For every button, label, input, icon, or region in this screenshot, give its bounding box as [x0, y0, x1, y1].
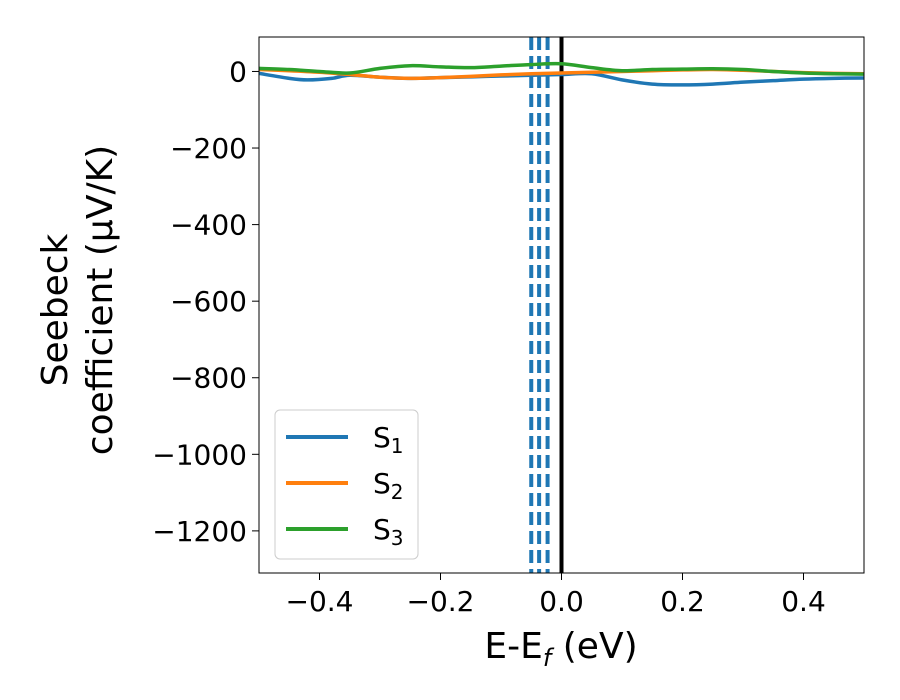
plot-inner [259, 37, 864, 573]
y-tick-label: −200 [170, 132, 247, 165]
y-tick-label: −1000 [152, 438, 247, 471]
legend: S1 S2 S3 [274, 409, 419, 560]
y-tick-label: −1200 [152, 515, 247, 548]
x-tick-label: 0.2 [660, 585, 705, 618]
legend-label-s1: S1 [373, 421, 404, 458]
plot-area [258, 36, 865, 574]
y-axis-label-line1: Seebeck [35, 233, 76, 386]
y-tick-label: 0 [229, 55, 247, 88]
series-line-s3 [259, 61, 864, 76]
x-axis-label: E-Ef (eV) [484, 626, 637, 672]
y-tick-label: −400 [170, 209, 247, 242]
legend-label-s2: S2 [373, 467, 404, 504]
y-tick-label: −600 [170, 285, 247, 318]
y-axis-label-line2: coefficient (μV/K) [80, 145, 121, 455]
x-axis-ticks: −0.4 −0.2 0.0 0.2 0.4 [286, 573, 826, 618]
x-tick-label: −0.2 [407, 585, 475, 618]
y-tick-label: −800 [170, 362, 247, 395]
x-tick-label: 0.0 [539, 585, 584, 618]
legend-label-s3: S3 [373, 513, 404, 550]
x-tick-label: −0.4 [286, 585, 354, 618]
y-axis-ticks: 0 −200 −400 −600 −800 −1000 −1200 [152, 55, 259, 548]
x-tick-label: 0.4 [781, 585, 826, 618]
